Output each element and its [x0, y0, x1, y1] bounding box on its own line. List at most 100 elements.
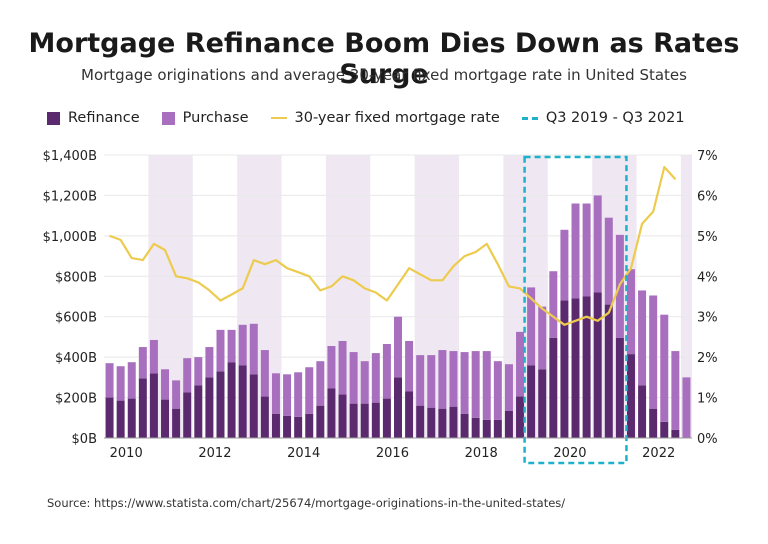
y-left-tick-label: $200B: [55, 392, 97, 407]
bar-purchase-2013-Q3: [260, 350, 269, 397]
bar-refinance-2021-Q1: [593, 292, 602, 438]
bar-refinance-2013-Q1: [238, 365, 247, 438]
legend-line-rate: [270, 117, 287, 119]
bar-refinance-2022-Q4: [671, 429, 680, 438]
bar-purchase-2021-Q1: [593, 195, 602, 293]
bar-purchase-2016-Q4: [405, 340, 414, 392]
y-right-tick-label: 6%: [697, 189, 718, 204]
bar-refinance-2018-Q4: [493, 419, 502, 438]
bar-refinance-2018-Q1: [460, 413, 469, 438]
bar-purchase-2015-Q4: [360, 361, 369, 404]
y-left-tick-label: $1,400B: [43, 149, 97, 164]
bar-purchase-2022-Q2: [649, 295, 658, 409]
bar-purchase-2014-Q3: [305, 367, 314, 414]
bar-refinance-2014-Q2: [294, 416, 303, 438]
bar-refinance-2012-Q2: [205, 377, 214, 438]
bar-purchase-2013-Q2: [249, 323, 258, 375]
bar-purchase-2015-Q3: [349, 352, 358, 404]
bar-purchase-2016-Q2: [382, 344, 391, 399]
bar-refinance-2019-Q1: [504, 410, 513, 438]
chart-title: Mortgage Refinance Boom Dies Down as Rat…: [28, 28, 740, 90]
y-left-tick-label: $0B: [72, 432, 97, 447]
bar-purchase-2018-Q1: [460, 352, 469, 414]
bar-refinance-2021-Q3: [615, 337, 624, 438]
legend-item-rate: 30-year fixed mortgage rate: [270, 110, 500, 126]
bar-purchase-2011-Q1: [149, 339, 158, 374]
bar-purchase-2019-Q2: [516, 331, 525, 397]
bar-refinance-2022-Q3: [660, 421, 669, 438]
bar-refinance-2020-Q3: [571, 298, 580, 438]
bar-refinance-2014-Q1: [283, 415, 292, 438]
bar-purchase-2014-Q4: [316, 361, 325, 406]
highlight-box: [523, 155, 628, 465]
bar-refinance-2015-Q4: [360, 403, 369, 438]
bar-purchase-2014-Q1: [283, 374, 292, 416]
chart-legend: Refinance Purchase 30-year fixed mortgag…: [47, 110, 707, 126]
y-right-tick-label: 0%: [697, 432, 718, 447]
bar-refinance-2014-Q3: [305, 413, 314, 438]
x-tick-label-2022: 2022: [642, 446, 675, 461]
legend-swatch-refinance: [47, 111, 60, 125]
bar-refinance-2011-Q2: [161, 399, 170, 438]
source-note: Source: https://www.statista.com/chart/2…: [47, 496, 566, 510]
y-left-tick-label: $1,000B: [43, 230, 97, 245]
bar-purchase-2020-Q4: [582, 203, 591, 297]
bar-refinance-2016-Q1: [371, 402, 380, 438]
bar-refinance-2022-Q1: [638, 385, 647, 438]
bar-purchase-2020-Q3: [571, 203, 580, 299]
bar-purchase-2021-Q4: [626, 269, 635, 355]
y-right-tick-label: 3%: [697, 311, 718, 326]
bar-refinance-2020-Q1: [549, 337, 558, 438]
y-left-tick-label: $1,200B: [43, 189, 97, 204]
bar-refinance-2018-Q3: [482, 419, 491, 438]
bar-refinance-2017-Q2: [427, 407, 436, 438]
bar-refinance-2011-Q4: [183, 392, 192, 438]
x-tick-label-2010: 2010: [110, 446, 143, 461]
legend-dash-highlight: [521, 116, 538, 120]
bar-purchase-2022-Q3: [660, 314, 669, 422]
y-left-tick-label: $400B: [55, 351, 97, 366]
bar-purchase-2019-Q1: [504, 364, 513, 411]
legend-swatch-purchase: [161, 111, 175, 125]
bar-refinance-2016-Q4: [405, 391, 414, 438]
year-band-2023: [680, 155, 692, 438]
line-mortgage-rate: [109, 166, 677, 326]
y-left-tick-label: $800B: [55, 270, 97, 285]
bar-purchase-2015-Q1: [327, 346, 336, 389]
legend-label-highlight: Q3 2019 - Q3 2021: [545, 110, 685, 126]
bar-refinance-2019-Q3: [527, 365, 536, 438]
bar-purchase-2017-Q3: [438, 350, 447, 409]
bar-purchase-2017-Q4: [449, 351, 458, 407]
legend-label-purchase: Purchase: [182, 110, 249, 126]
bar-purchase-2016-Q1: [371, 353, 380, 403]
bar-refinance-2016-Q2: [382, 398, 391, 438]
bar-purchase-2022-Q1: [638, 290, 647, 386]
bar-refinance-2022-Q2: [649, 408, 658, 438]
bar-refinance-2016-Q3: [394, 377, 402, 438]
bar-refinance-2015-Q2: [338, 394, 347, 438]
y-right-tick-label: 4%: [697, 270, 718, 285]
bar-refinance-2019-Q4: [538, 369, 547, 438]
bar-refinance-2011-Q1: [149, 373, 158, 438]
x-tick-label-2018: 2018: [465, 446, 498, 461]
bar-refinance-2015-Q1: [327, 388, 336, 438]
x-tick-label-2014: 2014: [287, 446, 320, 461]
bar-refinance-2014-Q4: [316, 405, 325, 438]
x-tick-label-2020: 2020: [553, 446, 586, 461]
bar-purchase-2018-Q3: [482, 351, 491, 420]
bar-purchase-2016-Q3: [394, 316, 402, 378]
bar-refinance-2012-Q4: [227, 362, 236, 438]
bar-purchase-2012-Q2: [205, 347, 214, 378]
bar-refinance-2020-Q2: [560, 300, 569, 438]
x-tick-label-2012: 2012: [198, 446, 231, 461]
bar-purchase-2014-Q2: [294, 372, 303, 417]
bar-refinance-2020-Q4: [582, 296, 591, 438]
bar-purchase-2019-Q4: [538, 306, 547, 370]
y-left-tick-label: $600B: [55, 311, 97, 326]
bar-refinance-2017-Q4: [449, 406, 458, 438]
bar-purchase-2015-Q2: [338, 340, 347, 395]
bar-purchase-2022-Q4: [671, 351, 680, 430]
bar-refinance-2018-Q2: [471, 417, 480, 438]
